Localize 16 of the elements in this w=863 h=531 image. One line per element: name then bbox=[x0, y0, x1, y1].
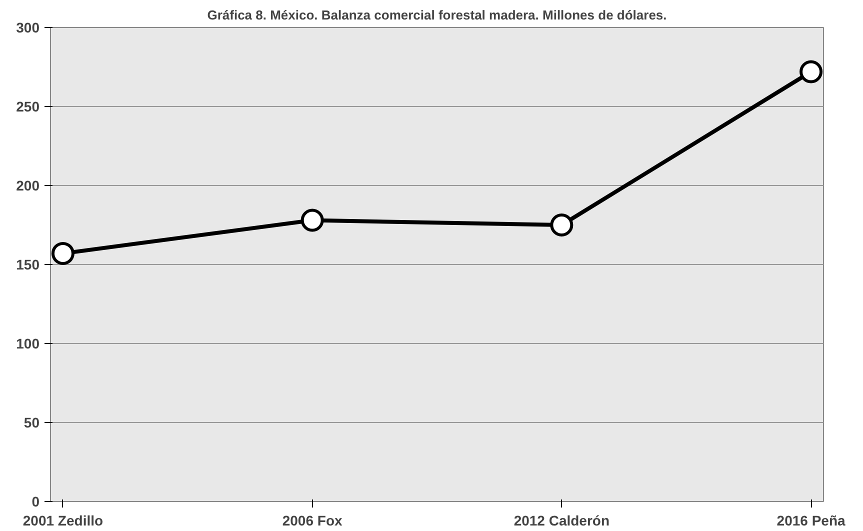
point bbox=[550, 214, 574, 236]
y-tick-label: 200 bbox=[16, 178, 40, 194]
point bbox=[800, 60, 823, 84]
y-tick-label: 250 bbox=[16, 98, 40, 114]
point bbox=[300, 208, 324, 232]
y-tick-label: 100 bbox=[16, 336, 40, 352]
y-tick-label: 150 bbox=[16, 256, 40, 272]
point bbox=[51, 242, 74, 265]
y-tick-label: 300 bbox=[16, 20, 40, 36]
x-tick-label: 2012 Calderón bbox=[514, 512, 610, 528]
y-tick-label: 50 bbox=[24, 414, 40, 430]
x-tick-label: 2001 Zedillo bbox=[22, 512, 104, 528]
x-tick-label: 2006 Fox bbox=[282, 512, 342, 528]
chart-title: Gráfica 8. México. Balanza comercial forestal madera. Millones de dólares. bbox=[207, 8, 667, 22]
x-tick-label: 2016 Peña bbox=[776, 512, 846, 528]
y-tick-label: 0 bbox=[32, 494, 40, 510]
